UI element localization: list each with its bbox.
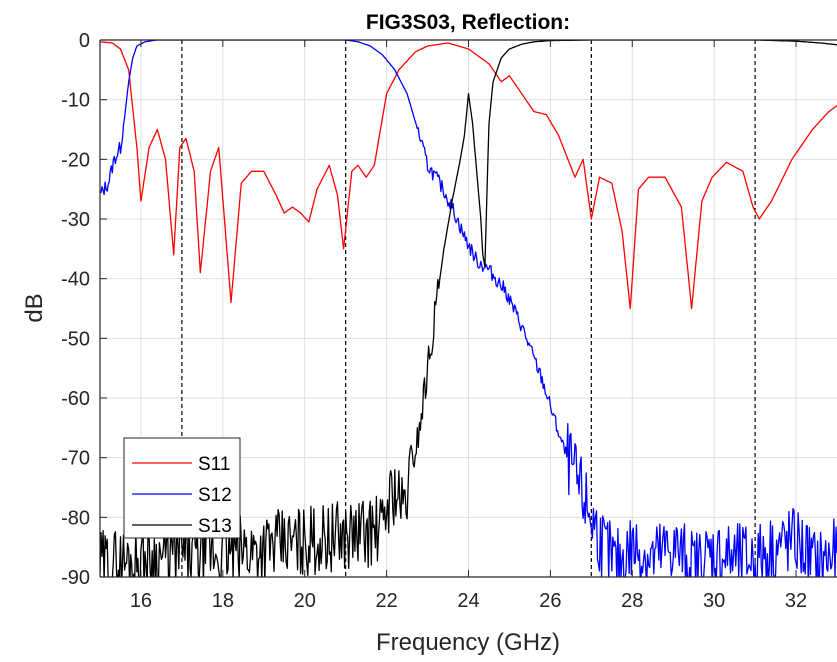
legend-label-s13: S13 [198,516,232,537]
y-tick-label: -50 [61,328,90,350]
legend-label-s11: S11 [198,454,230,475]
x-tick-label: 20 [294,590,316,612]
y-tick-label: -80 [61,507,90,529]
x-tick-label: 28 [621,590,643,612]
marker-lines [181,40,756,577]
legend: S11 S12 S13 [123,437,241,539]
y-tick-label: -90 [61,567,90,589]
y-axis-label: dB [21,293,48,322]
y-tick-label: -40 [61,269,90,291]
axes [99,39,837,578]
series-line-s11 [100,41,837,310]
y-tick-label: 0 [79,30,90,52]
chart-title: FIG3S03, Reflection: [366,11,570,34]
y-tick-label: -30 [61,209,90,231]
legend-box [123,437,241,539]
x-tick-label: 26 [539,590,561,612]
x-tick-label: 16 [130,590,152,612]
y-tick-labels: 0 -10 -20 -30 -40 -50 -60 -70 -80 -90 [61,30,90,589]
x-tick-label: 24 [457,590,479,612]
legend-label-s12: S12 [198,485,232,506]
x-tick-label: 32 [785,590,807,612]
y-tick-label: -20 [61,149,90,171]
x-tick-label: 22 [375,590,397,612]
x-tick-labels: 16 18 20 22 24 26 28 30 32 [130,590,807,612]
x-axis-label: Frequency (GHz) [376,629,560,656]
x-tick-label: 18 [212,590,234,612]
y-tick-label: -70 [61,448,90,470]
y-tick-label: -60 [61,388,90,410]
x-tick-label: 30 [703,590,725,612]
y-tick-label: -10 [61,90,90,112]
